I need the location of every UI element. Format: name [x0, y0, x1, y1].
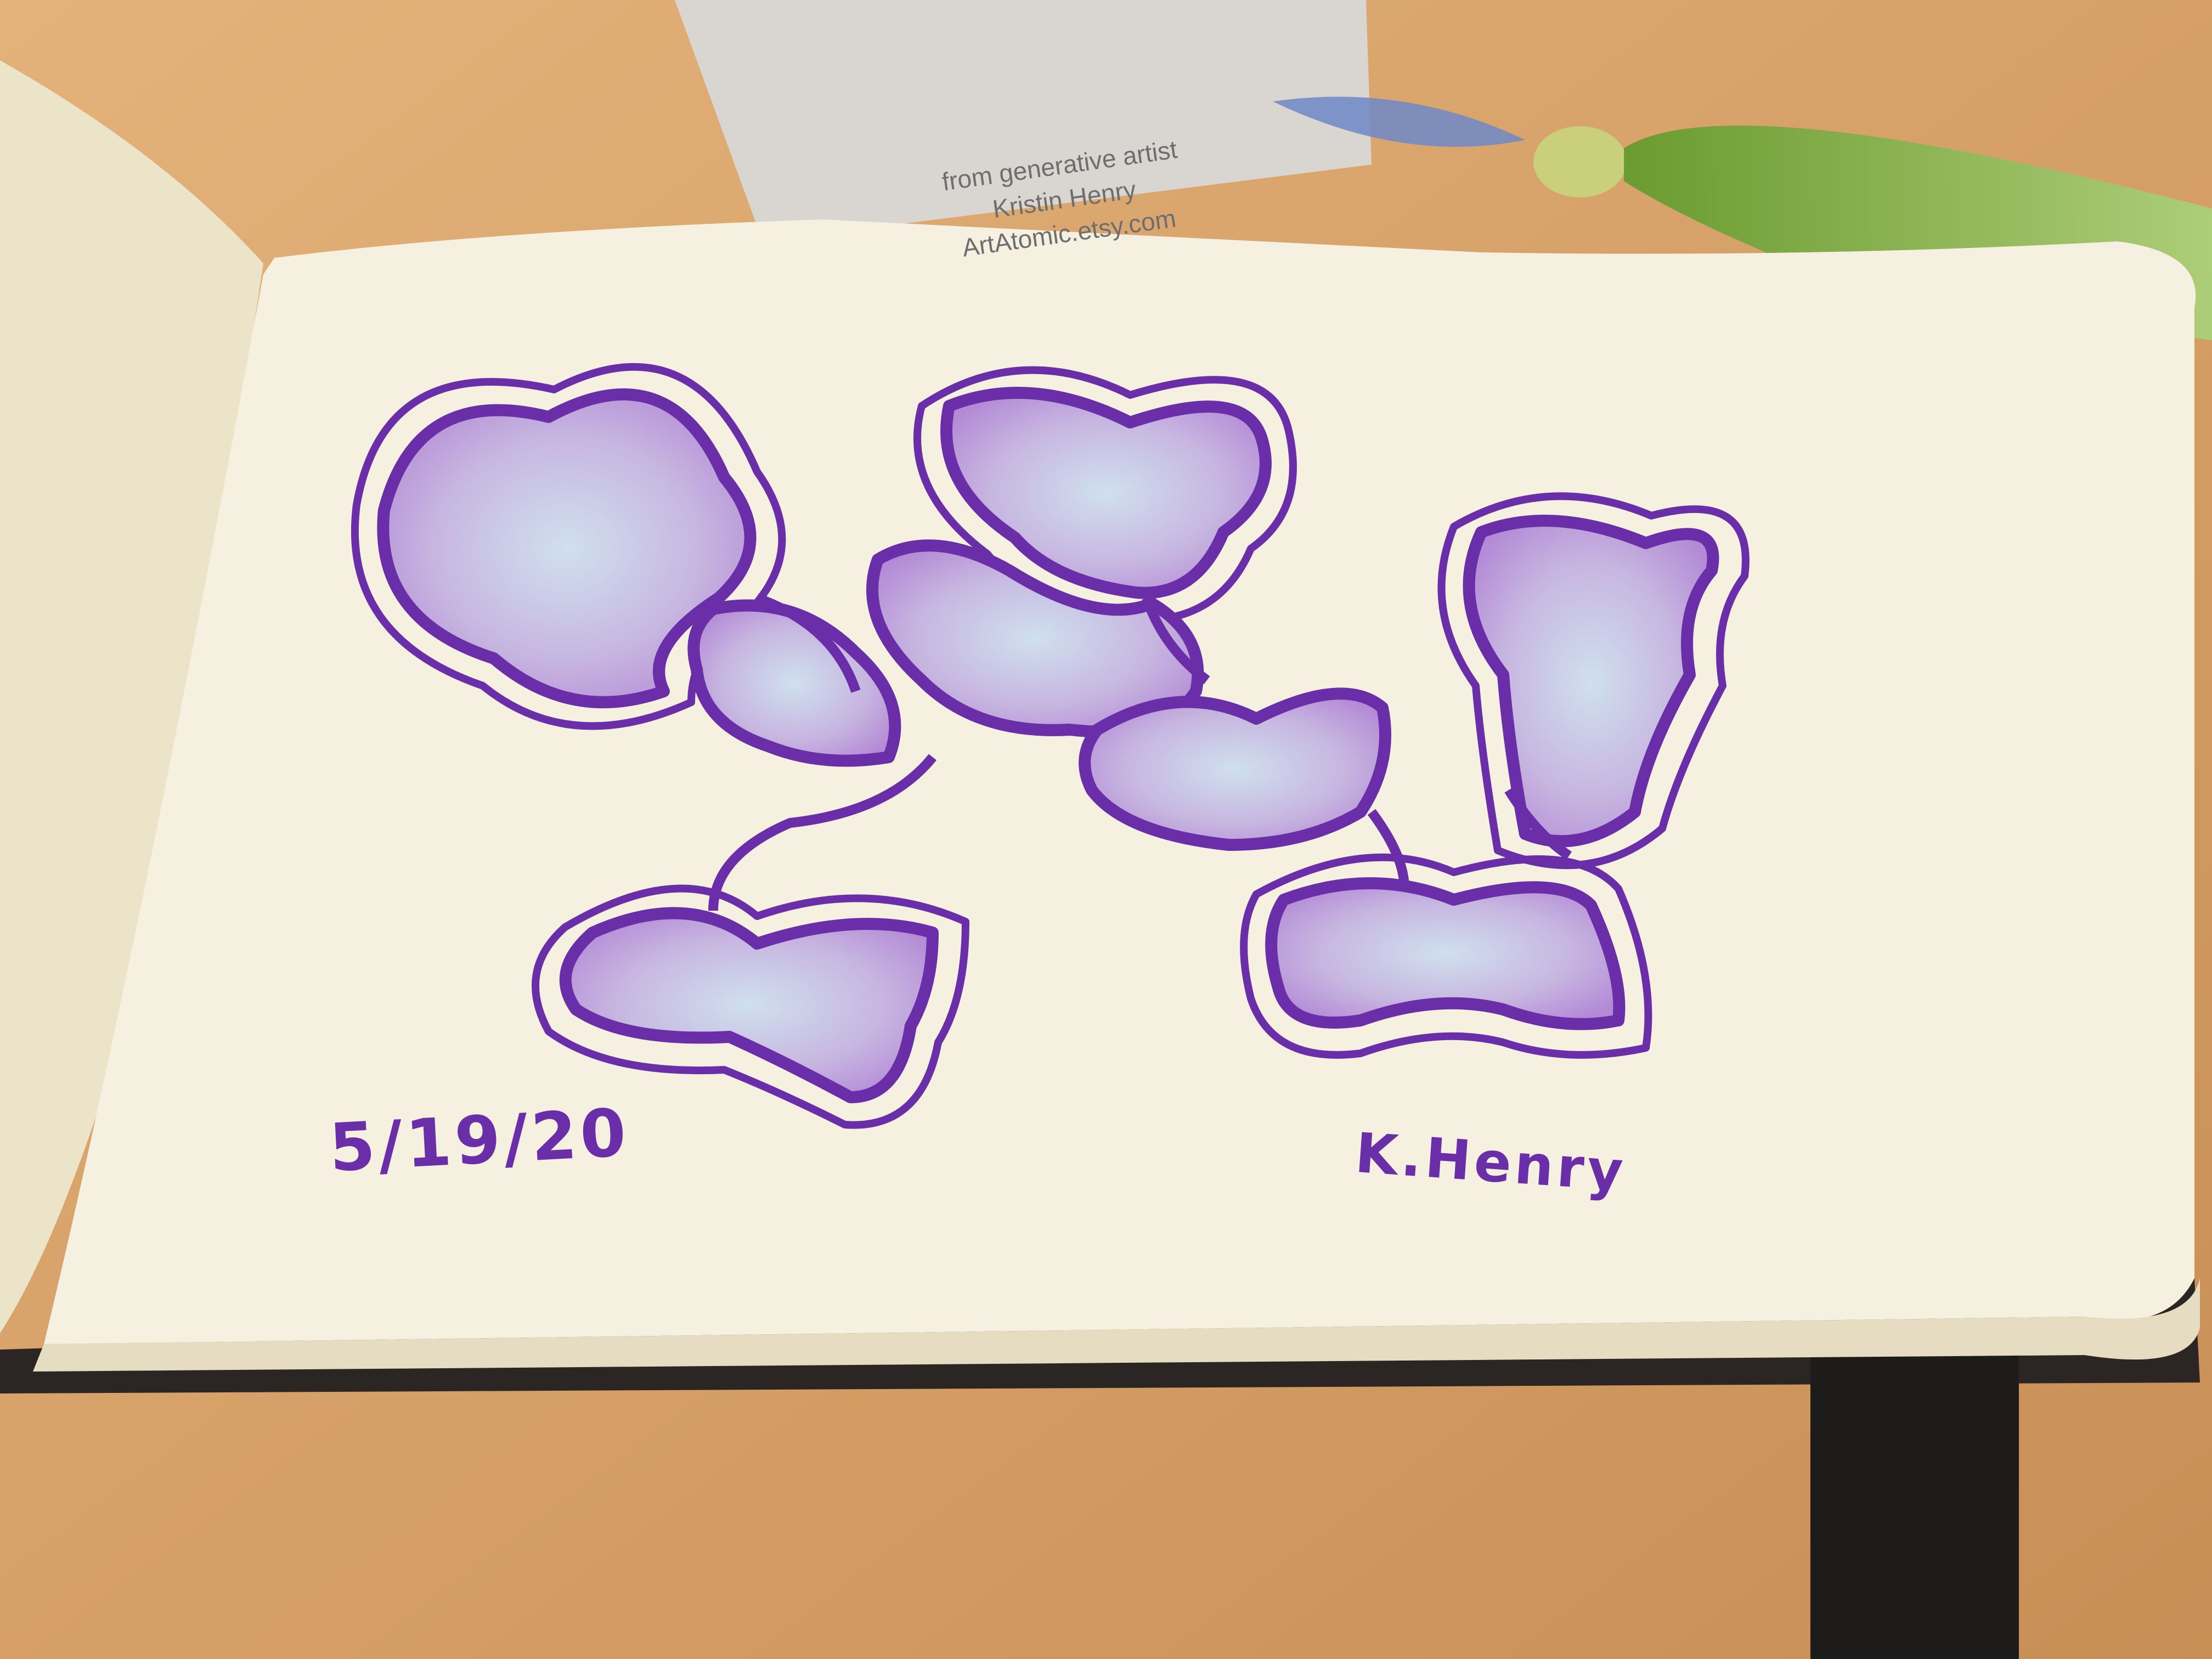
ink-drawing: [351, 363, 1750, 1129]
handwritten-date: 5/19/20: [327, 1094, 631, 1187]
drawing-shape-7: [1463, 515, 1719, 848]
drawing-shape-5: [559, 907, 939, 1103]
drawing-shape-4: [687, 599, 901, 767]
drawing-shape-2: [940, 387, 1272, 599]
business-card: [675, 0, 1372, 241]
page-edges: [33, 1278, 2200, 1372]
drawing-shape-8: [1265, 877, 1626, 1030]
drawing-shape-6: [1079, 687, 1391, 851]
elastic-band-icon: [1810, 1328, 2019, 1659]
drawing-shape-3: [866, 539, 1204, 738]
drawing-shape-1: [377, 388, 757, 708]
sketchbook-left-page: [0, 60, 263, 1333]
